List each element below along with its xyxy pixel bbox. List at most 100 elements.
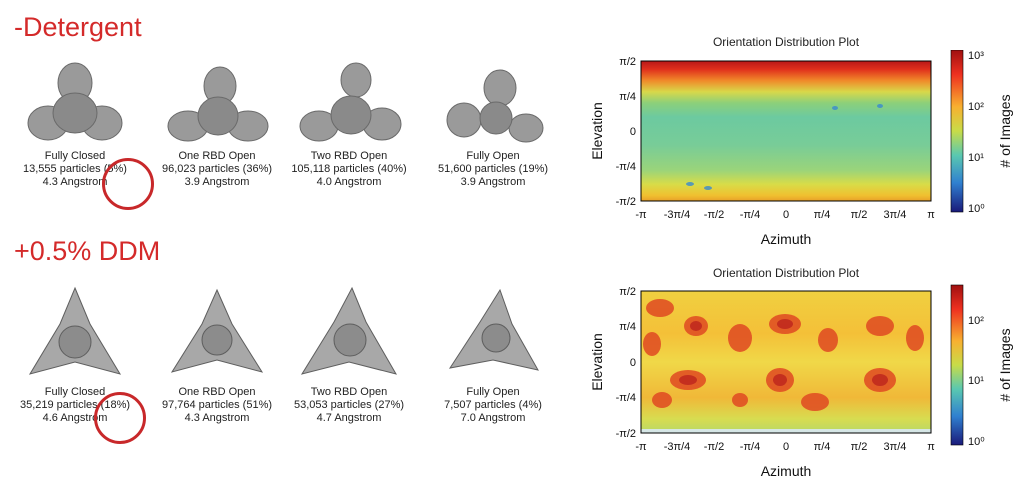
y-axis-label: Elevation [589, 102, 605, 160]
section-title-detergent: -Detergent [14, 12, 142, 42]
particle-count: 51,600 particles (19%) [437, 163, 549, 175]
y-tick: 0 [630, 357, 636, 369]
heatmap-bottom-band [641, 429, 931, 433]
x-tick: -π/4 [740, 209, 760, 221]
x-tick: 3π/4 [884, 209, 907, 221]
y-tick-labels: π/2 π/4 0 -π/4 -π/2 [616, 286, 636, 440]
x-axis-label: Azimuth [761, 463, 812, 479]
heatmap [641, 61, 931, 201]
cryo-em-map-two-rbd-open [300, 286, 398, 375]
x-tick: π/2 [851, 441, 868, 453]
resolution: 4.6 Angstrom [42, 412, 108, 424]
colorbar-tick-labels: 10² 10¹ 10⁰ [968, 315, 985, 448]
structure-name: Fully Closed [44, 386, 106, 398]
x-tick: -3π/4 [664, 441, 691, 453]
y-tick: -π/4 [616, 161, 636, 173]
structure-two-rbd-open: Two RBD Open 105,118 particles (40%) 4.0… [284, 58, 414, 189]
colorbar-tick: 10² [968, 101, 984, 113]
y-tick: π/2 [619, 286, 636, 298]
highlight-circle [94, 392, 146, 444]
y-tick: -π/4 [616, 392, 636, 404]
colorbar-tick: 10¹ [968, 152, 984, 164]
colorbar-tick: 10⁰ [968, 203, 985, 215]
x-tick: -3π/4 [664, 209, 691, 221]
plot-frame [640, 60, 932, 202]
highlight-circle [102, 158, 154, 210]
section-title-ddm: +0.5% DDM [14, 236, 161, 266]
structure-name: Two RBD Open [310, 150, 388, 162]
colorbar-tick: 10⁰ [968, 436, 985, 448]
colorbar [950, 50, 964, 213]
x-tick: 0 [783, 441, 789, 453]
structure-name: One RBD Open [178, 386, 256, 398]
resolution: 4.0 Angstrom [316, 176, 382, 188]
x-tick-labels: -π -3π/4 -π/2 -π/4 0 π/4 π/2 3π/4 π [635, 209, 935, 221]
y-tick: π/2 [619, 56, 636, 68]
orientation-plot-ddm: π/2 π/4 0 -π/4 -π/2 -π -3π/4 -π/2 -π/4 0… [589, 284, 1013, 479]
structure-name: Fully Closed [44, 150, 106, 162]
cryo-em-map-one-rbd-open [170, 288, 264, 373]
structure-one-rbd-open: One RBD Open 96,023 particles (36%) 3.9 … [152, 58, 282, 189]
plot-title: Orientation Distribution Plot [712, 266, 860, 280]
x-tick: π/2 [851, 209, 868, 221]
colorbar-label: # of Images [997, 94, 1013, 167]
x-tick: 0 [783, 209, 789, 221]
structure-name: Fully Open [466, 386, 520, 398]
x-tick: -π/2 [704, 441, 724, 453]
x-tick: -π/2 [704, 209, 724, 221]
resolution: 4.3 Angstrom [184, 412, 250, 424]
y-axis-label: Elevation [589, 333, 605, 391]
x-tick: -π [635, 209, 647, 221]
y-tick: -π/2 [616, 428, 636, 440]
y-tick: 0 [630, 126, 636, 138]
particle-count: 53,053 particles (27%) [293, 399, 405, 411]
y-tick-labels: π/2 π/4 0 -π/4 -π/2 [616, 56, 636, 208]
structure-fully-open: Fully Open 7,507 particles (4%) 7.0 Angs… [428, 282, 558, 425]
structure-one-rbd-open: One RBD Open 97,764 particles (51%) 4.3 … [152, 282, 282, 425]
orientation-plot-detergent: π/2 π/4 0 -π/4 -π/2 -π -3π/4 -π/2 -π/4 0… [589, 50, 1013, 247]
cryo-em-map-two-rbd-open [299, 62, 402, 142]
heatmap-low-density-spots [686, 104, 883, 190]
cryo-em-map-one-rbd-open [167, 66, 269, 142]
resolution: 4.7 Angstrom [316, 412, 382, 424]
cryo-em-map-fully-open [446, 69, 544, 143]
structure-name: Two RBD Open [310, 386, 388, 398]
colorbar-tick: 10² [968, 315, 984, 327]
y-tick: -π/2 [616, 196, 636, 208]
particle-count: 105,118 particles (40%) [291, 163, 407, 175]
structure-name: One RBD Open [178, 150, 256, 162]
resolution: 3.9 Angstrom [460, 176, 526, 188]
colorbar-tick: 10¹ [968, 375, 984, 387]
structure-fully-closed: Fully Closed 13,555 particles (5%) 4.3 A… [10, 58, 140, 189]
particle-count: 7,507 particles (4%) [444, 399, 542, 411]
cryo-em-map-fully-closed [28, 286, 122, 375]
x-tick: -π/4 [740, 441, 760, 453]
resolution: 7.0 Angstrom [460, 412, 526, 424]
colorbar [950, 284, 964, 446]
x-tick-labels: -π -3π/4 -π/2 -π/4 0 π/4 π/2 3π/4 π [635, 441, 935, 453]
y-tick: π/4 [619, 91, 636, 103]
plot-title: Orientation Distribution Plot [712, 35, 860, 49]
structure-name: Fully Open [466, 150, 520, 162]
particle-count: 97,764 particles (51%) [161, 399, 273, 411]
x-tick: π [927, 441, 935, 453]
x-tick: π/4 [814, 441, 831, 453]
colorbar-tick-labels: 10³ 10² 10¹ 10⁰ [968, 50, 985, 215]
x-tick: 3π/4 [884, 441, 907, 453]
heatmap-hotspots [643, 299, 924, 411]
colorbar-label: # of Images [997, 328, 1013, 401]
structure-two-rbd-open: Two RBD Open 53,053 particles (27%) 4.7 … [284, 282, 414, 425]
particle-count: 96,023 particles (36%) [161, 163, 273, 175]
x-axis-label: Azimuth [761, 231, 812, 247]
resolution: 3.9 Angstrom [184, 176, 250, 188]
cryo-em-map-fully-closed [27, 62, 123, 141]
plot-frame [640, 290, 932, 434]
particle-count: 13,555 particles (5%) [23, 163, 127, 175]
x-tick: π/4 [814, 209, 831, 221]
heatmap [641, 291, 931, 433]
x-tick: π [927, 209, 935, 221]
resolution: 4.3 Angstrom [42, 176, 108, 188]
structure-fully-open: Fully Open 51,600 particles (19%) 3.9 An… [428, 58, 558, 189]
x-tick: -π [635, 441, 647, 453]
cryo-em-map-fully-open [448, 288, 539, 371]
